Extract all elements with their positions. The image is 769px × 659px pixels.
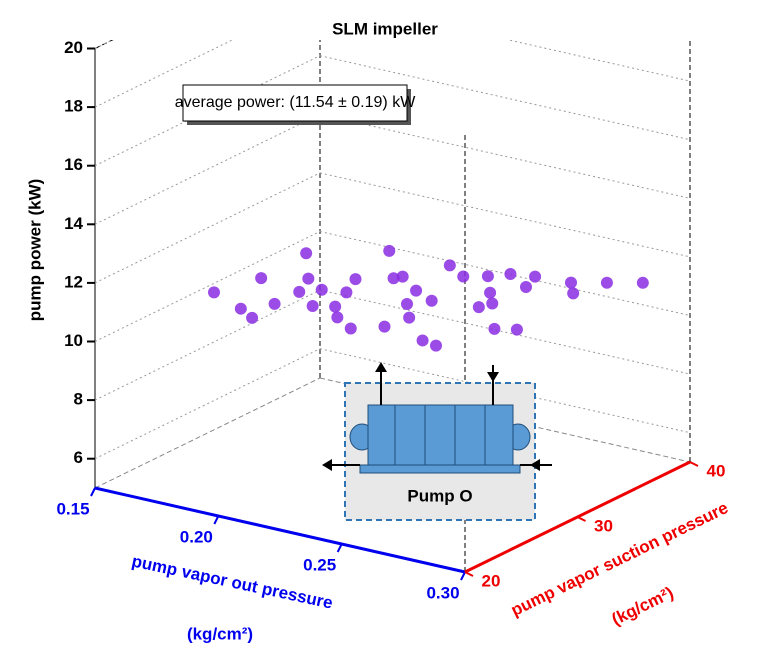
point-cloud bbox=[208, 244, 649, 352]
z-tick-label: 6 bbox=[74, 448, 83, 467]
point bbox=[306, 299, 319, 312]
x-tick bbox=[460, 571, 466, 581]
point bbox=[302, 272, 315, 285]
x-tick-label: 0.30 bbox=[426, 583, 459, 602]
chart-title: SLM impeller bbox=[332, 19, 438, 38]
point bbox=[349, 273, 362, 286]
point bbox=[293, 285, 306, 298]
z-tick-label: 20 bbox=[64, 38, 83, 57]
grid-line bbox=[319, 55, 691, 141]
x-tick bbox=[90, 487, 96, 497]
point bbox=[234, 302, 247, 315]
inlet-arrow-head bbox=[487, 372, 499, 382]
y-axis-unit: (kg/cm²) bbox=[609, 583, 677, 629]
point bbox=[387, 272, 400, 285]
x-tick bbox=[336, 543, 343, 553]
point bbox=[425, 294, 438, 307]
annotation: average power: (11.54 ± 0.19) kW bbox=[175, 94, 417, 111]
box-edge bbox=[94, 40, 114, 49]
point bbox=[410, 284, 423, 297]
point bbox=[443, 259, 456, 272]
point bbox=[396, 270, 409, 283]
point bbox=[401, 297, 413, 310]
x-tick-label: 0.20 bbox=[180, 527, 213, 546]
point bbox=[403, 311, 416, 324]
z-tick-label: 12 bbox=[64, 272, 83, 291]
z-axis-label: pump power (kW) bbox=[25, 179, 44, 322]
point bbox=[488, 322, 501, 335]
grid-line bbox=[319, 113, 691, 199]
point bbox=[344, 322, 357, 335]
point bbox=[246, 311, 259, 324]
box-edge bbox=[94, 377, 321, 489]
point bbox=[340, 286, 353, 299]
x-axis-unit: (kg/cm²) bbox=[187, 624, 253, 643]
grid-line bbox=[94, 231, 321, 342]
point bbox=[520, 281, 532, 294]
grid-line bbox=[506, 40, 691, 82]
point bbox=[484, 286, 497, 299]
pump-body bbox=[367, 404, 514, 466]
point bbox=[300, 247, 313, 260]
point bbox=[331, 311, 344, 324]
box-edge bbox=[319, 377, 691, 463]
point bbox=[268, 297, 281, 310]
point bbox=[208, 286, 220, 299]
inset-label: Pump O bbox=[407, 486, 472, 505]
point bbox=[430, 339, 442, 352]
grid-line bbox=[94, 40, 234, 108]
grid-line bbox=[94, 348, 321, 460]
point bbox=[567, 287, 580, 300]
point bbox=[529, 270, 542, 283]
point bbox=[378, 320, 391, 333]
point bbox=[486, 297, 499, 310]
point bbox=[416, 334, 429, 347]
grid-line bbox=[94, 40, 114, 49]
annotation-box bbox=[182, 84, 408, 122]
point bbox=[565, 276, 577, 289]
point bbox=[329, 300, 342, 313]
point bbox=[600, 276, 613, 289]
point bbox=[504, 267, 517, 280]
grid-line bbox=[94, 289, 321, 401]
y-axis-label: pump vapor suction pressure bbox=[508, 498, 731, 620]
point bbox=[510, 323, 523, 336]
y-tick-label: 30 bbox=[594, 516, 613, 535]
x-tick bbox=[213, 515, 220, 525]
x-tick-label: 0.25 bbox=[303, 555, 336, 574]
y-tick-label: 40 bbox=[707, 461, 726, 480]
grid-line bbox=[319, 348, 691, 434]
x-axis bbox=[94, 486, 466, 574]
y-tick-label: 20 bbox=[482, 571, 501, 590]
z-tick-label: 10 bbox=[64, 331, 83, 350]
z-tick-label: 14 bbox=[64, 214, 83, 233]
grid-line bbox=[319, 231, 691, 316]
grid-line bbox=[319, 172, 691, 258]
grid-line bbox=[94, 172, 321, 284]
y-tick bbox=[577, 516, 586, 522]
pump-inset: Pump O bbox=[322, 362, 552, 521]
pump-base bbox=[359, 464, 521, 474]
point bbox=[383, 244, 396, 257]
point bbox=[457, 270, 470, 283]
y-tick bbox=[464, 571, 474, 577]
point bbox=[636, 276, 649, 289]
z-tick-label: 8 bbox=[74, 390, 83, 409]
point bbox=[255, 272, 268, 285]
x-tick-label: 0.15 bbox=[56, 499, 89, 518]
grid-line bbox=[94, 113, 321, 225]
z-tick-label: 16 bbox=[64, 155, 83, 174]
z-tick-label: 18 bbox=[64, 97, 83, 116]
side-arrow-head bbox=[530, 459, 540, 471]
side-arrow-head bbox=[322, 459, 332, 471]
grid-line bbox=[319, 289, 691, 375]
outlet-arrow-head bbox=[375, 362, 387, 372]
point bbox=[472, 301, 485, 314]
y-tick bbox=[689, 461, 699, 467]
point bbox=[315, 283, 328, 296]
point bbox=[481, 270, 494, 283]
